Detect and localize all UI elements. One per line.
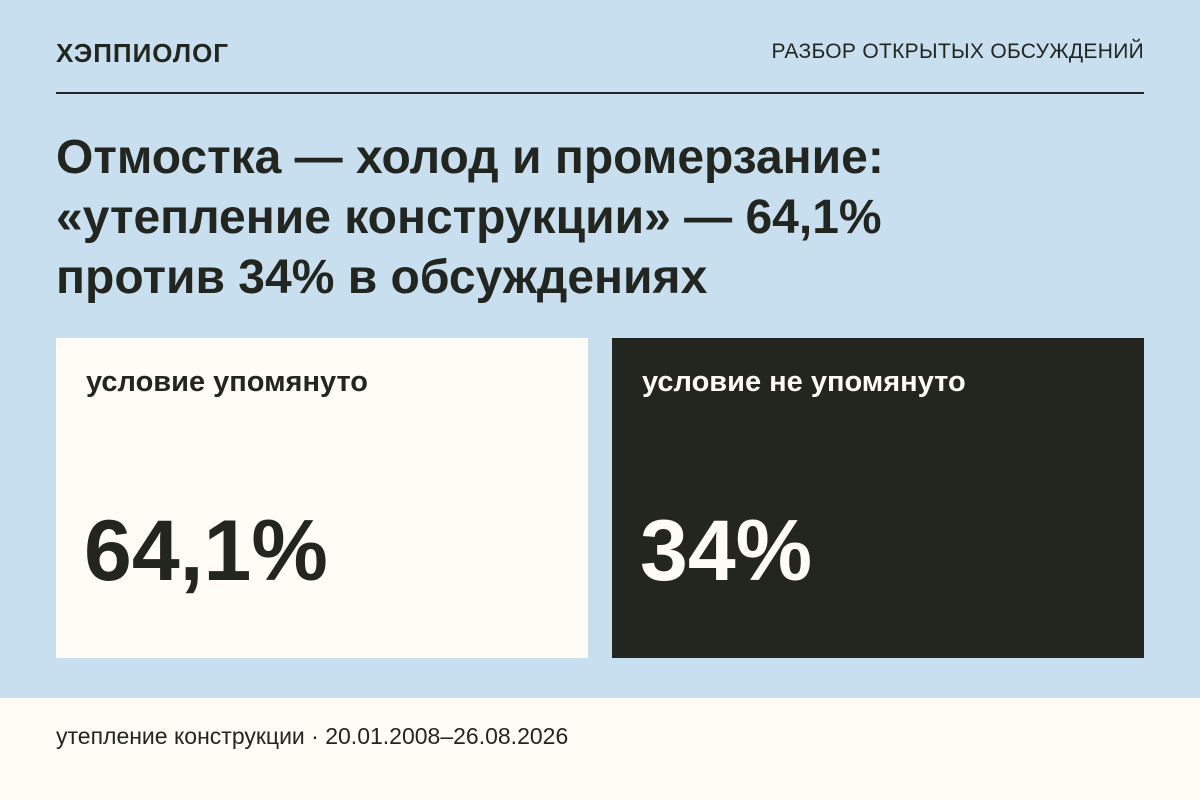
footer-text: утепление конструкции · 20.01.2008–26.08… [56, 723, 569, 749]
footer: утепление конструкции · 20.01.2008–26.08… [0, 698, 1200, 800]
brand-name: ХЭППИОЛОГ [56, 38, 230, 68]
condition-not-mentioned-label: условие не упомянуто [642, 366, 966, 398]
top-bar: ХЭППИОЛОГ РАЗБОР ОТКРЫТЫХ ОБСУЖДЕНИЙ [56, 36, 1144, 94]
headline-line-2: «утепление конструкции» — 64,1% [56, 191, 882, 244]
condition-not-mentioned-value: 34% [640, 503, 813, 599]
condition-mentioned-label: условие упомянуто [86, 366, 369, 398]
headline: Отмостка — холод и промерзание: «утеплен… [56, 128, 1144, 308]
condition-mentioned-card: условие упомянуто 64,1% [56, 338, 588, 658]
headline-line-1: Отмостка — холод и промерзание: [56, 131, 884, 184]
headline-line-3: против 34% в обсуждениях [56, 251, 708, 304]
condition-not-mentioned-card: условие не упомянуто 34% [612, 338, 1144, 658]
section-label: РАЗБОР ОТКРЫТЫХ ОБСУЖДЕНИЙ [771, 40, 1144, 63]
condition-mentioned-value: 64,1% [84, 503, 328, 599]
